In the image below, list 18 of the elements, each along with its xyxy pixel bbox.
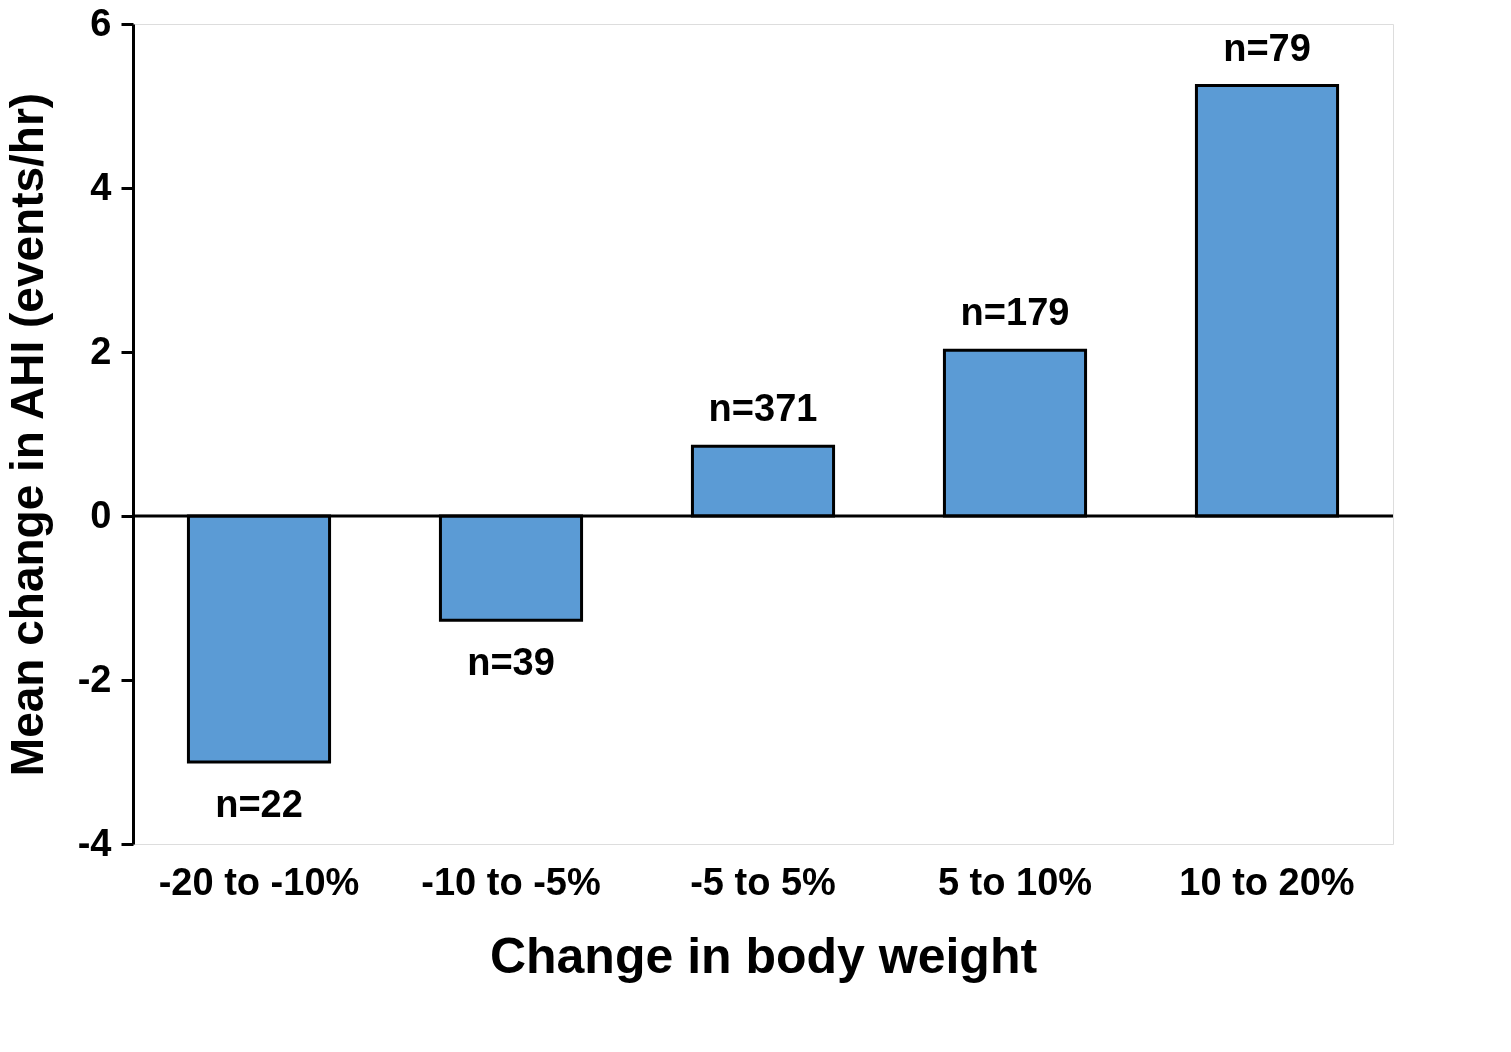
x-tick-label: -10 to -5% xyxy=(421,860,601,903)
y-tick-label: 0 xyxy=(90,493,112,536)
x-tick-label: -20 to -10% xyxy=(158,860,360,903)
x-axis-title: Change in body weight xyxy=(489,927,1038,984)
y-tick-label: 4 xyxy=(90,165,112,208)
x-tick-label: 10 to 20% xyxy=(1179,860,1355,903)
annotation: n=179 xyxy=(960,291,1070,334)
annotation: n=371 xyxy=(708,387,818,430)
x-tick-label: 5 to 10% xyxy=(937,860,1093,903)
y-axis-title: Mean change in AHI (events/hr) xyxy=(0,92,53,777)
annotation: n=79 xyxy=(1223,26,1311,69)
y-tick-label: 6 xyxy=(90,1,112,44)
x-tick-label: -5 to 5% xyxy=(690,860,836,903)
y-tick-label: -2 xyxy=(77,657,112,700)
annotation: n=22 xyxy=(215,783,303,825)
y-tick-label: -4 xyxy=(77,821,112,864)
y-tick-label: 2 xyxy=(90,329,112,372)
annotation: n=39 xyxy=(467,641,555,684)
